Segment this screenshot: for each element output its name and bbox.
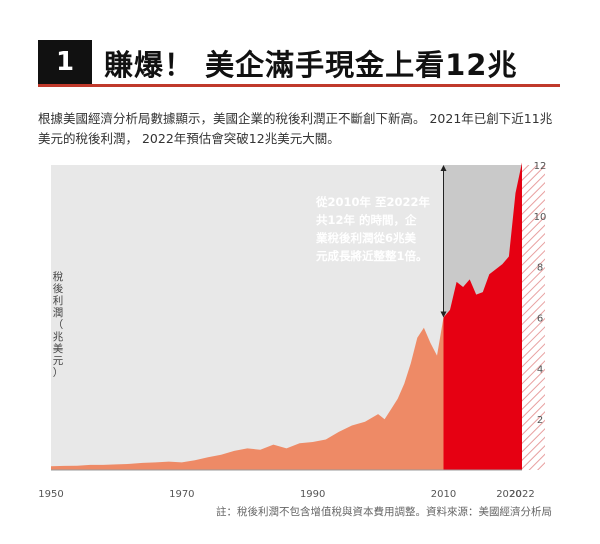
y-tick-label: 12 — [534, 161, 547, 172]
x-tick-label: 1990 — [300, 489, 325, 500]
x-tick-label: 2010 — [431, 489, 456, 500]
y-axis-label-char: 元 — [53, 355, 64, 367]
y-axis-label-char: 後 — [53, 282, 64, 295]
y-axis-label-char: 利 — [53, 295, 64, 307]
description-line-1: 根據美國經濟分析局數據顯示，美國企業的稅後利潤正不斷創下新高。 2021年已創下… — [38, 111, 553, 126]
annotation-line: 從2010年 至2022年 — [315, 195, 431, 209]
source-footnote: 註：稅後利潤不包含增值稅與資本費用調整。資料來源：美國經濟分析局 — [216, 506, 552, 518]
section-header: 1 賺爆！ 美企滿手現金上看12兆 — [38, 40, 560, 87]
section-number: 1 — [38, 40, 92, 84]
x-tick-label: 1970 — [169, 489, 194, 500]
title-underline — [38, 84, 560, 87]
section-title: 賺爆！ 美企滿手現金上看12兆 — [104, 48, 518, 82]
range-arrow-top — [440, 165, 447, 171]
area-1950-2010 — [51, 317, 444, 470]
x-tick-label: 1950 — [38, 489, 63, 500]
y-axis-label-char: ） — [53, 367, 64, 379]
forecast-hatch — [522, 165, 545, 470]
area-2010-2022 — [443, 162, 522, 470]
y-tick-label: 4 — [537, 364, 543, 375]
y-axis-label-char: 潤 — [53, 307, 64, 319]
annotation-line: 元成長將近整整1倍。 — [316, 249, 428, 263]
x-tick-label: 2020 — [496, 489, 521, 500]
y-tick-label: 8 — [537, 263, 543, 274]
range-arrow-bottom — [440, 311, 447, 318]
y-tick-label: 6 — [537, 314, 543, 325]
annotation-line: 共12年 的時間，企 — [316, 213, 417, 227]
y-tick-label: 10 — [534, 212, 547, 223]
description: 根據美國經濟分析局數據顯示，美國企業的稅後利潤正不斷創下新高。 2021年已創下… — [38, 109, 562, 149]
y-axis-label-char: 兆 — [53, 331, 64, 343]
y-axis-label-char: （ — [53, 319, 64, 331]
annotation-line: 業稅後利潤從6兆美 — [315, 231, 417, 245]
y-tick-label: 2 — [537, 415, 543, 426]
y-axis-label-char: 美 — [53, 342, 64, 355]
description-line-2: 美元的稅後利潤， 2022年預估會突破12兆美元大關。 — [38, 131, 340, 146]
y-axis-label-char: 稅 — [53, 271, 64, 283]
x-tick-label: 2022 — [509, 489, 534, 500]
